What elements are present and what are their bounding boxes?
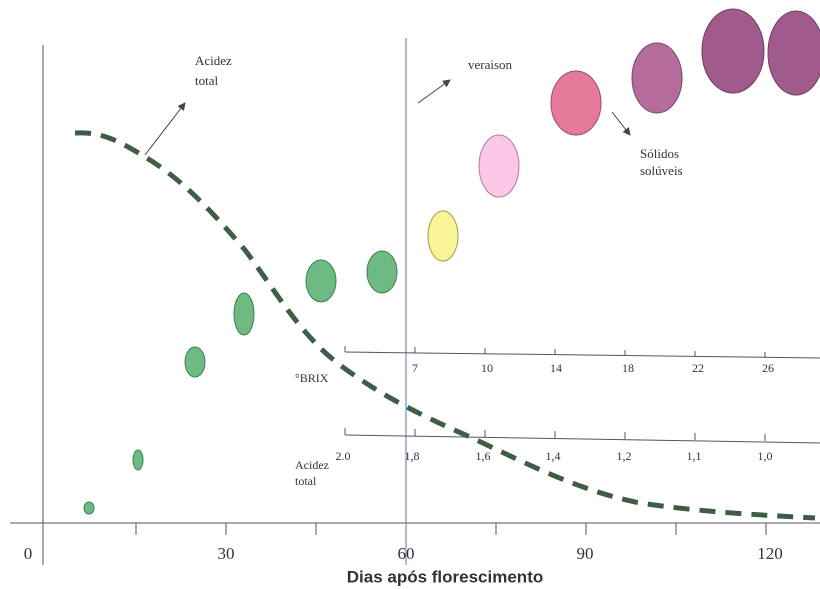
berry xyxy=(479,135,519,197)
arrow xyxy=(418,80,450,103)
x-tick-label: 120 xyxy=(757,544,783,563)
berry xyxy=(768,11,820,95)
x-tick-label: 30 xyxy=(218,544,235,563)
figure: 7 10 14 18 22 26 2.0 1,8 1,6 1,4 1,2 1,1 1,0 °BRIX A… xyxy=(0,0,820,589)
scale-ticks: 7 10 14 18 22 26 2.0 1,8 1,6 1,4 1,2 1,1 1,0 xyxy=(336,346,775,463)
acidity-scale-label: Acidez xyxy=(295,458,329,472)
acidity-curve xyxy=(75,133,815,518)
acidity-tick-label: 2.0 xyxy=(336,449,351,463)
x-tick-labels: 0 30 60 90 120 xyxy=(24,544,783,563)
arrow xyxy=(145,103,185,155)
berry xyxy=(84,502,94,514)
brix-scale-line xyxy=(345,352,820,358)
x-axis-title: Dias após florescimento xyxy=(347,567,544,586)
acidity-scale-line xyxy=(345,435,820,443)
berry xyxy=(632,43,682,113)
brix-tick-label: 26 xyxy=(762,361,774,375)
acidity-tick-label: 1,1 xyxy=(687,449,702,463)
page: {"x_axis": {"title": "Dias após floresci… xyxy=(0,0,820,589)
x-tick-label: 0 xyxy=(24,544,33,563)
berry xyxy=(234,293,254,335)
arrow xyxy=(612,112,630,135)
berry xyxy=(367,251,397,293)
berry xyxy=(428,211,458,261)
annotation: Sólidos xyxy=(640,146,679,161)
berry xyxy=(702,9,764,93)
berry xyxy=(306,260,336,302)
annotation: veraison xyxy=(468,57,513,72)
x-tick-label: 90 xyxy=(577,544,594,563)
annotation: solúveis xyxy=(640,163,683,178)
annotation: total xyxy=(195,73,218,88)
x-tick-label: 60 xyxy=(398,544,415,563)
acidity-tick-label: 1,2 xyxy=(617,449,632,463)
brix-tick-label: 14 xyxy=(550,361,562,375)
berry xyxy=(133,450,143,470)
brix-tick-label: 10 xyxy=(481,361,493,375)
acidity-tick-label: 1,4 xyxy=(546,449,561,463)
brix-tick-label: 22 xyxy=(692,361,704,375)
brix-tick-label: 7 xyxy=(412,361,418,375)
brix-tick-label: 18 xyxy=(622,361,634,375)
berry xyxy=(551,71,601,135)
acidity-tick-label: 1,8 xyxy=(405,449,420,463)
brix-label: °BRIX xyxy=(295,371,329,385)
acidity-tick-label: 1,0 xyxy=(758,449,773,463)
berry xyxy=(185,347,205,377)
x-tick-marks xyxy=(136,523,766,535)
acidity-tick-label: 1,6 xyxy=(476,449,491,463)
annotation: Acidez xyxy=(195,53,232,68)
acidity-scale-label: total xyxy=(295,474,317,488)
